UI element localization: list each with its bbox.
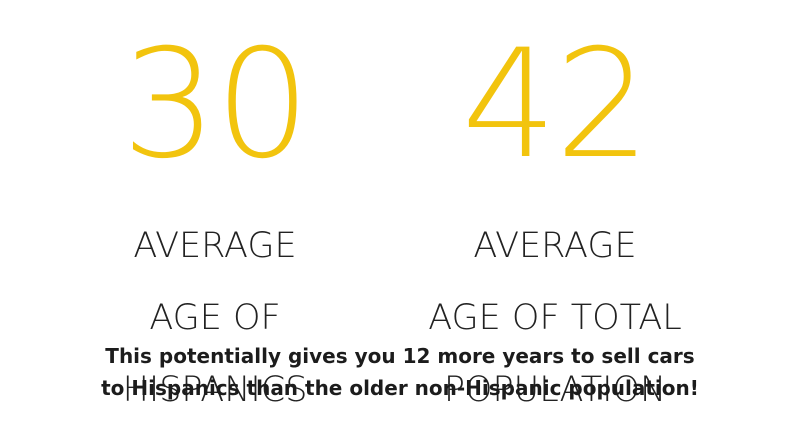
footer-line: to Hispanics than the older non-Hispanic… [101,376,699,400]
stat-label-line: AVERAGE [133,226,297,266]
stat-label-line: POPULATION [443,370,667,410]
stat-label-line: HISPANICS [122,370,308,410]
stat-label-line: AVERAGE [473,226,637,266]
stat-label-total-population: AVERAGE AGE OF TOTAL POPULATION [395,192,715,444]
footer-message: This potentially gives you 12 more years… [40,340,760,404]
stat-label-line: AGE OF TOTAL [428,298,682,338]
footer-line: This potentially gives you 12 more years… [105,344,695,368]
stat-hispanics: 30 AVERAGE AGE OF HISPANICS [70,30,360,444]
stat-number-total-population: 42 [461,18,651,192]
stat-label-hispanics: AVERAGE AGE OF HISPANICS [70,192,360,444]
stat-label-line: AGE OF [149,298,281,338]
stat-total-population: 42 AVERAGE AGE OF TOTAL POPULATION [395,30,715,444]
stat-number-hispanics: 30 [121,18,311,192]
